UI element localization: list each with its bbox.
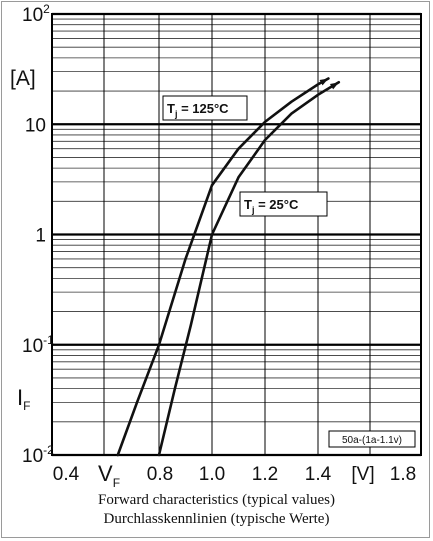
axis-labels: 10-2 10-1 1 10 102 [A] IF 0.4 0.8 1.0 1.2 1.4 1.8 VF […	[10, 2, 416, 490]
y-tick-label: 10-1	[22, 333, 54, 357]
caption-german: Durchlasskennlinien (typische Werte)	[103, 511, 330, 527]
grid	[51, 12, 422, 457]
series-curve-1	[157, 81, 341, 457]
series-label-1: Tj = 25°C	[244, 197, 299, 215]
x-tick-label: 1.4	[305, 464, 332, 485]
y-unit-label: [A]	[10, 67, 36, 90]
curves	[116, 77, 341, 457]
y-tick-label: 1	[35, 226, 46, 247]
series-label-box-0	[162, 95, 248, 121]
annotation-box	[328, 430, 416, 448]
x-tick-label: 1.0	[199, 464, 225, 485]
x-tick-label: 1.8	[390, 464, 416, 485]
x-tick-label: 0.8	[147, 464, 173, 485]
series-label-0: Tj = 125°C	[167, 101, 229, 119]
y-tick-label: 10	[25, 115, 46, 136]
annotation-label: 50a-(1a-1.1v)	[342, 435, 402, 446]
plot-border	[51, 13, 422, 456]
series-label-box-1	[239, 191, 328, 217]
caption-english: Forward characteristics (typical values)	[98, 492, 335, 508]
x-tick-label: 0.4	[53, 464, 80, 485]
y-axis-label: IF	[17, 385, 30, 413]
x-unit-label: [V]	[351, 464, 374, 485]
x-axis-label: VF	[98, 461, 120, 490]
y-tick-label: 102	[22, 2, 50, 26]
series-arrowhead-0	[319, 78, 329, 86]
x-tick-label: 1.2	[252, 464, 278, 485]
series-arrowhead-1	[329, 82, 339, 90]
y-tick-label: 10-2	[22, 443, 54, 467]
series-curve-0	[116, 77, 330, 457]
